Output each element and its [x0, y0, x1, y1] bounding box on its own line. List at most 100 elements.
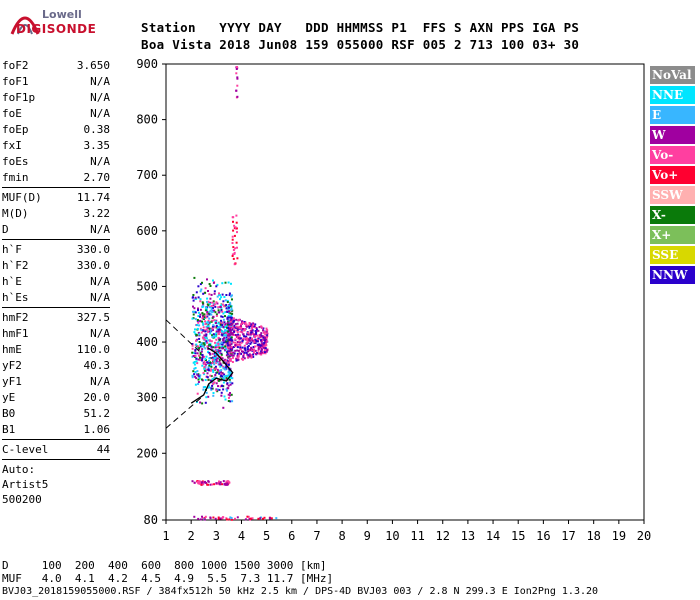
scatter-point [225, 304, 228, 306]
scatter-point [197, 347, 200, 350]
scatter-point [235, 227, 238, 230]
scatter-point [215, 285, 218, 288]
scatter-point [233, 326, 236, 329]
scatter-point [227, 480, 230, 483]
scatter-point [259, 353, 262, 356]
scatter-point [228, 306, 230, 309]
scatter-point [193, 373, 196, 376]
scatter-point [237, 355, 240, 358]
scatter-point [212, 279, 214, 282]
scatter-point [216, 349, 219, 352]
scatter-point [217, 343, 220, 346]
scatter-point [215, 335, 217, 338]
scatter-point [225, 336, 228, 339]
scatter-point [225, 294, 228, 296]
scatter-point [217, 311, 220, 314]
scatter-point [198, 341, 201, 343]
scatter-point [240, 320, 243, 323]
scatter-point [199, 359, 202, 361]
scatter-point [221, 372, 224, 375]
footer-muf-row: MUF 4.0 4.1 4.2 4.5 4.9 5.5 7.3 11.7 [MH… [2, 572, 334, 585]
param-value: 110.0 [76, 343, 110, 356]
scatter-point [239, 330, 242, 333]
scatter-point [207, 351, 209, 354]
scatter-point [256, 344, 259, 347]
scatter-point [203, 360, 206, 363]
param-value: N/A [90, 291, 110, 304]
scatter-point [197, 381, 200, 383]
scatter-point [212, 315, 215, 318]
scatter-point [251, 325, 254, 328]
scatter-point [227, 352, 229, 355]
scatter-point [206, 345, 209, 348]
x-tick-label: 18 [586, 529, 600, 543]
scatter-point [248, 323, 251, 326]
scatter-point [238, 325, 241, 328]
scatter-point [206, 361, 209, 364]
scatter-point [215, 322, 217, 324]
scatter-point [211, 310, 213, 313]
scatter-point [218, 360, 221, 363]
scatter-point [209, 332, 212, 335]
scatter-point [214, 320, 217, 323]
scatter-point [235, 359, 238, 362]
param-row-b0: B0 51.2 [2, 406, 110, 422]
scatter-point [224, 348, 227, 351]
scatter-point [206, 311, 209, 313]
scatter-point [220, 364, 223, 367]
scatter-point [228, 350, 231, 353]
scatter-point [214, 374, 217, 376]
scatter-point [215, 367, 218, 370]
scatter-point [215, 338, 218, 341]
scatter-point [234, 344, 237, 347]
scatter-point [256, 334, 259, 337]
scatter-point [240, 352, 243, 355]
scatter-point [270, 517, 273, 520]
scatter-point [201, 320, 204, 323]
footer-distance-row: D 100 200 400 600 800 1000 1500 3000 [km… [2, 559, 327, 572]
scatter-point [238, 353, 241, 356]
scatter-point [201, 402, 204, 405]
scatter-point [200, 342, 203, 345]
scatter-point [264, 340, 267, 343]
scatter-point [208, 306, 211, 309]
scatter-point [226, 387, 229, 390]
scatter-point [254, 341, 257, 344]
scatter-point [212, 394, 215, 397]
scatter-point [260, 325, 263, 328]
scatter-point [191, 344, 194, 347]
scatter-point [250, 341, 253, 344]
scatter-point [259, 517, 262, 520]
scatter-point [193, 515, 196, 518]
scatter-point [238, 352, 241, 355]
scatter-point [230, 323, 233, 326]
scatter-point [227, 327, 230, 329]
scatter-point [230, 319, 233, 322]
param-value: 3.22 [83, 207, 111, 220]
scatter-point [206, 483, 209, 486]
scatter-point [260, 339, 262, 342]
y-tick-label: 200 [136, 446, 158, 460]
scatter-point [211, 301, 214, 304]
scatter-point [228, 338, 231, 341]
scatter-point [214, 326, 217, 329]
scatter-point [211, 327, 214, 330]
scatter-point [218, 363, 221, 366]
scatter-point [224, 323, 227, 326]
scatter-point [221, 375, 224, 378]
scatter-point [194, 367, 197, 369]
scatter-point [222, 318, 225, 321]
scatter-point [205, 325, 208, 328]
scatter-point [215, 325, 218, 327]
scatter-point [201, 348, 204, 351]
scatter-point [235, 241, 238, 244]
scatter-point [211, 352, 214, 355]
scatter-point [238, 318, 240, 321]
scatter-point [219, 305, 222, 308]
scatter-point [217, 322, 220, 325]
scatter-point [221, 332, 224, 334]
scatter-point [220, 319, 222, 322]
scatter-point [197, 311, 200, 314]
scatter-point [217, 328, 220, 331]
x-tick-label: 11 [410, 529, 424, 543]
